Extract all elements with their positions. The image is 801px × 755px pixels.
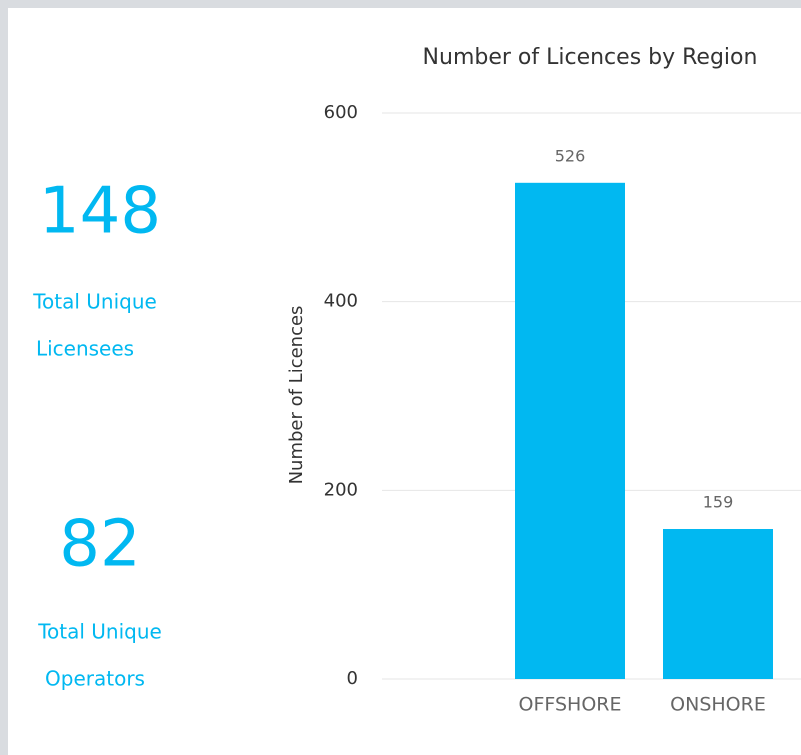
kpi-label: Total Unique bbox=[32, 290, 157, 314]
y-tick-label: 200 bbox=[324, 479, 358, 500]
data-label: 159 bbox=[703, 493, 734, 512]
y-tick-label: 0 bbox=[347, 668, 358, 689]
x-tick-label: OFFSHORE bbox=[519, 694, 622, 716]
chart-title: Number of Licences by Region bbox=[423, 45, 758, 70]
kpi-value: 148 bbox=[39, 175, 161, 249]
y-tick-label: 400 bbox=[324, 291, 358, 312]
kpi-value: 82 bbox=[59, 508, 140, 582]
bar bbox=[663, 529, 773, 679]
kpi-label: Total Unique bbox=[37, 620, 162, 644]
kpi-label: Licensees bbox=[36, 337, 134, 361]
data-label: 526 bbox=[555, 146, 586, 165]
x-tick-label: ONSHORE bbox=[670, 694, 766, 716]
bar bbox=[515, 182, 625, 679]
kpi-label: Operators bbox=[45, 667, 145, 691]
y-tick-label: 600 bbox=[324, 102, 358, 123]
y-axis-label: Number of Licences bbox=[286, 306, 307, 485]
